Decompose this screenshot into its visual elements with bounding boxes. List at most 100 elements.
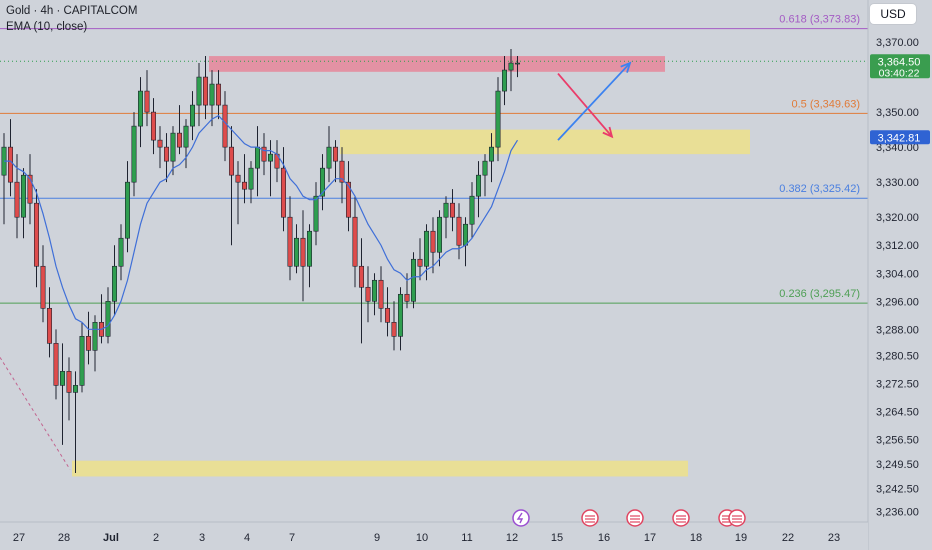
candle-body[interactable] <box>105 300 111 337</box>
candle-body[interactable] <box>14 181 20 218</box>
candle-body[interactable] <box>170 132 176 162</box>
candle-body[interactable] <box>326 146 332 169</box>
ema-legend[interactable]: EMA (10, close) <box>6 21 88 33</box>
zone-resistance[interactable] <box>209 56 665 72</box>
candle-body[interactable] <box>436 216 442 253</box>
candle-body[interactable] <box>177 132 183 148</box>
symbol-title[interactable]: Gold · 4h · CAPITALCOM <box>6 5 138 17</box>
arrow-red-head[interactable] <box>602 126 614 139</box>
candle-body[interactable] <box>190 104 196 127</box>
candle-body[interactable] <box>79 336 85 386</box>
ema-price-tag[interactable] <box>870 130 930 145</box>
candle-body[interactable] <box>131 125 137 183</box>
us-flag-event-icon[interactable] <box>728 509 746 527</box>
candle-body[interactable] <box>495 90 501 148</box>
candle-body[interactable] <box>164 146 170 162</box>
candle-body[interactable] <box>404 293 410 302</box>
candle-body[interactable] <box>384 307 390 323</box>
zone-demand[interactable] <box>340 129 750 155</box>
candle-body[interactable] <box>151 111 157 141</box>
candle-body[interactable] <box>410 258 416 302</box>
candle-body[interactable] <box>469 195 475 225</box>
candle-body[interactable] <box>449 202 455 218</box>
currency-button[interactable]: USD <box>870 4 916 24</box>
candle-body[interactable] <box>345 181 351 218</box>
candle-body[interactable] <box>229 146 235 176</box>
candle-body[interactable] <box>157 139 163 148</box>
candle-body[interactable] <box>313 195 319 232</box>
candle-body[interactable] <box>488 146 494 162</box>
us-flag-event-icon[interactable] <box>581 509 599 527</box>
candle-body[interactable] <box>352 216 358 267</box>
candle-body[interactable] <box>482 160 488 176</box>
candle-body[interactable] <box>306 230 312 267</box>
zone-demand[interactable] <box>72 460 688 477</box>
candle-body[interactable] <box>27 174 33 204</box>
candle-body[interactable] <box>475 174 481 197</box>
candle-body[interactable] <box>417 258 423 267</box>
candle-body[interactable] <box>391 322 397 337</box>
candle-body[interactable] <box>293 237 299 267</box>
candle-body[interactable] <box>86 336 92 351</box>
candle-body[interactable] <box>209 83 215 106</box>
candle-body[interactable] <box>514 62 520 65</box>
arrow-blue[interactable] <box>557 62 631 141</box>
candle-body[interactable] <box>125 181 131 239</box>
candle-body[interactable] <box>222 104 228 148</box>
current-price-tag[interactable] <box>870 54 930 79</box>
candle-body[interactable] <box>280 167 286 218</box>
candle-body[interactable] <box>397 293 403 337</box>
candle-body[interactable] <box>40 265 46 309</box>
candle-body[interactable] <box>255 146 261 169</box>
candle-body[interactable] <box>59 371 65 386</box>
us-flag-event-icon[interactable] <box>672 509 690 527</box>
candle-body[interactable] <box>332 146 338 162</box>
candle-body[interactable] <box>443 202 449 218</box>
candle-body[interactable] <box>203 76 209 106</box>
candle-body[interactable] <box>261 146 267 162</box>
candle-body[interactable] <box>365 286 371 302</box>
candle-body[interactable] <box>33 202 39 267</box>
arrow-red[interactable] <box>557 72 613 138</box>
candle-body[interactable] <box>378 279 384 309</box>
candle-body[interactable] <box>319 167 325 197</box>
candle-body[interactable] <box>456 216 462 246</box>
candle-body[interactable] <box>358 265 364 288</box>
candle-body[interactable] <box>20 174 26 218</box>
candle-body[interactable] <box>300 237 306 267</box>
candle-body[interactable] <box>92 322 98 351</box>
candle-body[interactable] <box>462 223 468 246</box>
plot-area[interactable] <box>0 0 868 522</box>
candle-body[interactable] <box>8 146 14 183</box>
candle-body[interactable] <box>73 385 79 393</box>
candle-body[interactable] <box>112 265 118 302</box>
trend-line-dashed[interactable] <box>0 357 71 470</box>
candle-body[interactable] <box>144 90 150 113</box>
arrow-blue-head[interactable] <box>620 61 632 73</box>
candle-body[interactable] <box>235 174 241 183</box>
candle-body[interactable] <box>371 279 377 302</box>
lightning-event-icon[interactable] <box>512 509 530 527</box>
candle-body[interactable] <box>118 237 124 267</box>
candle-body[interactable] <box>339 160 345 183</box>
time-axis[interactable] <box>0 522 868 550</box>
candle-body[interactable] <box>46 307 52 344</box>
candle-body[interactable] <box>248 167 254 190</box>
price-axis[interactable] <box>868 0 932 550</box>
candle-body[interactable] <box>196 76 202 106</box>
candle-body[interactable] <box>66 371 72 393</box>
candle-body[interactable] <box>287 216 293 267</box>
candle-body[interactable] <box>138 90 144 127</box>
candle-body[interactable] <box>183 125 189 148</box>
candle-body[interactable] <box>423 230 429 267</box>
candle-body[interactable] <box>501 69 507 92</box>
candle-body[interactable] <box>430 230 436 253</box>
us-flag-event-icon[interactable] <box>626 509 644 527</box>
candle-body[interactable] <box>267 153 273 162</box>
ema-line[interactable] <box>4 114 519 330</box>
candle-body[interactable] <box>216 83 222 106</box>
candle-body[interactable] <box>242 181 248 190</box>
candle-body[interactable] <box>508 62 514 71</box>
